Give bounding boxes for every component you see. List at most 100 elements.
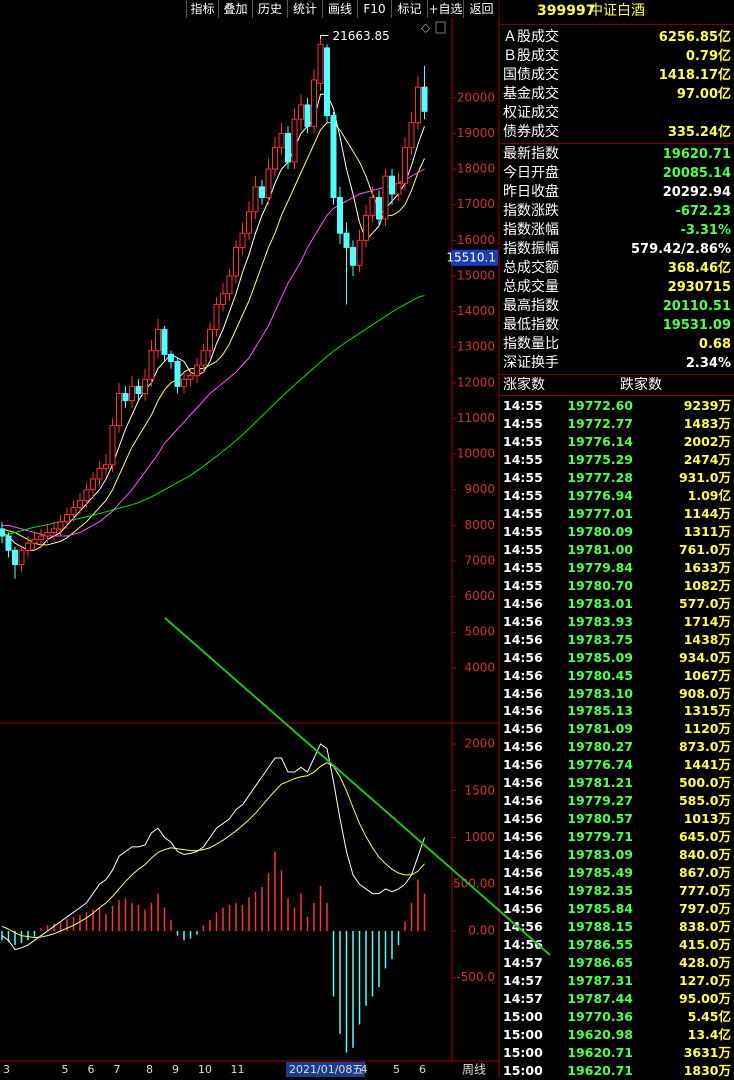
toolbar-button[interactable]: F10 xyxy=(357,0,391,18)
quote-label: 权证成交 xyxy=(503,105,559,121)
tick-row: 15:00 19620.71 1830万 xyxy=(500,1062,734,1080)
tick-time: 14:55 xyxy=(503,577,543,593)
tick-time: 14:56 xyxy=(503,739,543,755)
tick-volume: 1438万 xyxy=(683,631,731,647)
tick-row: 14:55 19780.70 1082万 xyxy=(500,577,734,595)
quote-row: 最高指数 20110.51 xyxy=(500,297,734,316)
tick-price: 19783.01 xyxy=(567,595,633,611)
macd-line xyxy=(1,762,425,939)
toolbar-button[interactable]: 历史 xyxy=(252,0,287,18)
tick-time: 14:56 xyxy=(503,595,543,611)
quote-label: 今日开盘 xyxy=(503,165,559,181)
tick-volume: 577.0万 xyxy=(678,595,731,611)
quote-row: 今日开盘 20085.14 xyxy=(500,164,734,183)
x-tick-label: 5 xyxy=(62,1063,69,1076)
tick-time: 14:56 xyxy=(503,937,543,953)
candle-body xyxy=(252,186,259,213)
tick-volume: 838.0万 xyxy=(678,919,731,935)
quote-row: 指数涨幅 -3.31% xyxy=(500,221,734,240)
candle-body xyxy=(0,528,5,537)
candle-body xyxy=(363,214,369,241)
tick-price: 19780.57 xyxy=(567,811,633,827)
quote-value: 97.00亿 xyxy=(676,87,731,102)
quote-value: 19620.71 xyxy=(662,147,731,162)
y-tick-label: 13000 xyxy=(457,340,495,354)
quote-row: 昨日收盘 20292.94 xyxy=(500,183,734,202)
tick-price: 19788.15 xyxy=(567,919,633,935)
y-tick-label: 18000 xyxy=(457,162,495,176)
quote-row: Ａ股成交 6256.85亿 xyxy=(500,28,734,47)
tick-row: 15:00 19770.36 5.45亿 xyxy=(500,1008,734,1026)
tick-volume: 777.0万 xyxy=(678,883,731,899)
tick-volume: 428.0万 xyxy=(678,955,731,971)
tick-price: 19787.31 xyxy=(567,973,633,989)
candle-body xyxy=(57,521,64,530)
candle-body xyxy=(122,393,129,402)
tick-time: 14:56 xyxy=(503,703,543,719)
quote-value: 6256.85亿 xyxy=(658,30,731,45)
y-tick-label: 12000 xyxy=(457,375,495,389)
candle-body xyxy=(265,168,272,199)
tick-row: 14:57 19786.65 428.0万 xyxy=(500,954,734,972)
candle-body xyxy=(272,147,278,170)
candle-body xyxy=(226,275,233,295)
tick-volume: 1483万 xyxy=(683,415,731,431)
tick-volume: 127.0万 xyxy=(678,973,731,989)
tick-volume: 908.0万 xyxy=(678,685,731,701)
tick-time: 15:00 xyxy=(503,1026,543,1042)
tick-time: 14:56 xyxy=(503,667,543,683)
candle-body xyxy=(142,378,148,395)
tick-time: 14:56 xyxy=(503,883,543,899)
tick-price: 19775.29 xyxy=(567,451,633,467)
candle-body xyxy=(311,79,317,127)
tick-row: 14:56 19780.27 873.0万 xyxy=(500,738,734,756)
tick-time: 15:00 xyxy=(503,1044,543,1060)
candle-body xyxy=(155,328,161,352)
quote-label: 国债成交 xyxy=(503,67,559,83)
toolbar-button[interactable]: 指标 xyxy=(186,0,218,18)
toolbar-button[interactable]: 返回 xyxy=(463,0,499,18)
toolbar-button[interactable]: 叠加 xyxy=(218,0,252,18)
peak-label: 21663.85 xyxy=(333,29,390,43)
y-tick-label: 6000 xyxy=(464,589,495,603)
toolbar-button[interactable]: 标记 xyxy=(391,0,427,18)
tick-volume: 1633万 xyxy=(683,559,731,575)
quote-name: 中证白酒 xyxy=(589,3,645,19)
toolbar-button[interactable]: +自选 xyxy=(427,0,463,18)
quote-label: 指数振幅 xyxy=(503,241,559,257)
candle-body xyxy=(148,350,155,380)
toolbar-button[interactable]: 统计 xyxy=(287,0,322,18)
quote-value: -672.23 xyxy=(675,204,731,219)
tick-volume: 2002万 xyxy=(683,433,731,449)
tick-volume: 1082万 xyxy=(683,577,731,593)
tick-volume: 500.0万 xyxy=(678,775,731,791)
tick-row: 14:56 19785.09 934.0万 xyxy=(500,649,734,667)
tick-price: 19781.09 xyxy=(567,721,633,737)
y-tick-label: 15000 xyxy=(457,268,495,282)
candle-body xyxy=(5,535,12,551)
candle-body xyxy=(408,122,415,149)
tick-volume: 761.0万 xyxy=(678,541,731,557)
quote-value: -3.31% xyxy=(680,223,732,238)
tick-row: 14:56 19779.27 585.0万 xyxy=(500,792,734,810)
panel-icon xyxy=(435,21,446,34)
tick-row: 14:56 19776.74 1441万 xyxy=(500,756,734,774)
y-tick-label: 500.00 xyxy=(453,877,495,891)
peak-marker xyxy=(320,35,329,39)
candle-body xyxy=(369,197,376,216)
tick-time: 14:55 xyxy=(503,415,543,431)
tick-price: 19770.36 xyxy=(567,1008,633,1024)
tick-volume: 1067万 xyxy=(683,667,731,683)
candle-body xyxy=(70,507,77,516)
tick-time: 14:56 xyxy=(503,721,543,737)
candle-body xyxy=(77,499,83,509)
y-tick-label: 20000 xyxy=(457,90,495,104)
y-tick-label: 1000 xyxy=(464,830,495,844)
tick-time: 14:56 xyxy=(503,919,543,935)
toolbar-button[interactable]: 画线 xyxy=(322,0,357,18)
quote-code: 399997 xyxy=(537,3,596,19)
tick-price: 19777.28 xyxy=(567,469,633,485)
quote-label: 指数量比 xyxy=(503,336,559,352)
candle-body xyxy=(259,186,265,199)
candle-body xyxy=(233,246,239,277)
